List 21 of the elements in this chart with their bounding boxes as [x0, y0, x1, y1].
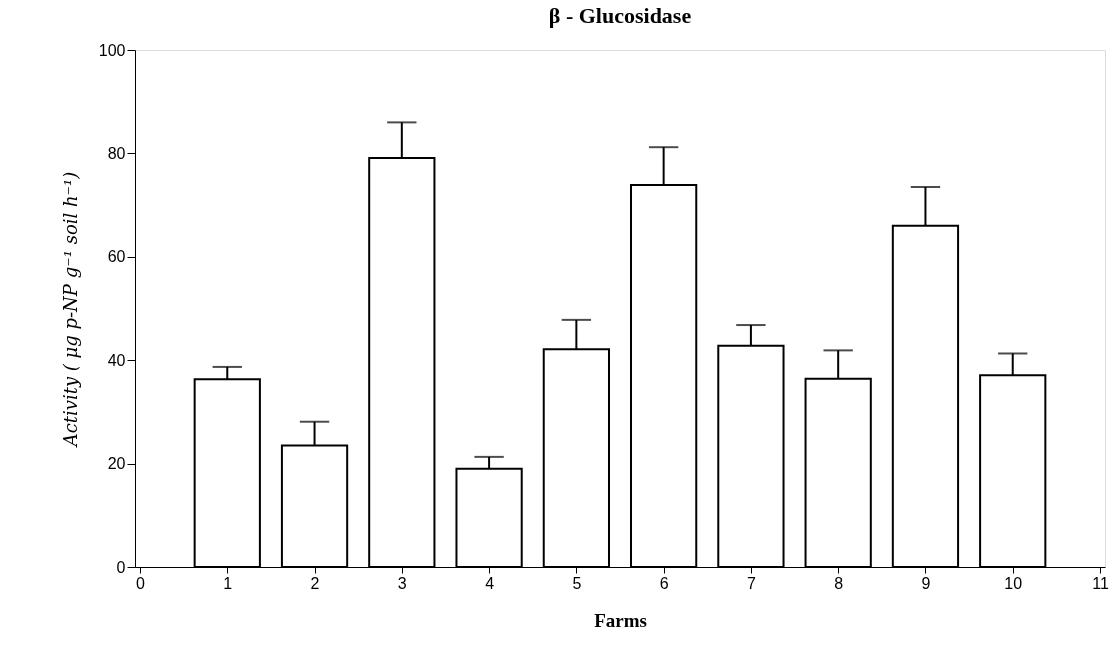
x-tick-label: 4	[485, 574, 495, 592]
y-tick-label: 0	[116, 558, 126, 576]
x-tick-label: 5	[572, 574, 582, 592]
y-axis-title: Activity ( μg p-NP g⁻¹ soil h⁻¹)	[59, 171, 81, 449]
x-tick-label: 10	[1004, 574, 1023, 592]
x-tick-label: 2	[310, 574, 320, 592]
x-axis-title: Farms	[594, 609, 647, 631]
x-tick-label: 7	[746, 574, 756, 592]
x-tick-label: 8	[834, 574, 844, 592]
x-tick-label: 11	[1092, 574, 1109, 592]
y-tick-label: 80	[107, 144, 126, 162]
x-tick-label: 3	[397, 574, 407, 592]
y-tick-label: 100	[98, 41, 126, 59]
x-tick-label: 0	[136, 574, 146, 592]
y-tick-label: 40	[107, 351, 126, 369]
chart-title: β - Glucosidase	[548, 3, 692, 28]
y-tick-label: 60	[107, 248, 126, 266]
x-tick-label: 1	[223, 574, 233, 592]
x-tick-label: 9	[921, 574, 931, 592]
y-tick-label: 20	[107, 455, 126, 473]
x-tick-label: 6	[659, 574, 669, 592]
